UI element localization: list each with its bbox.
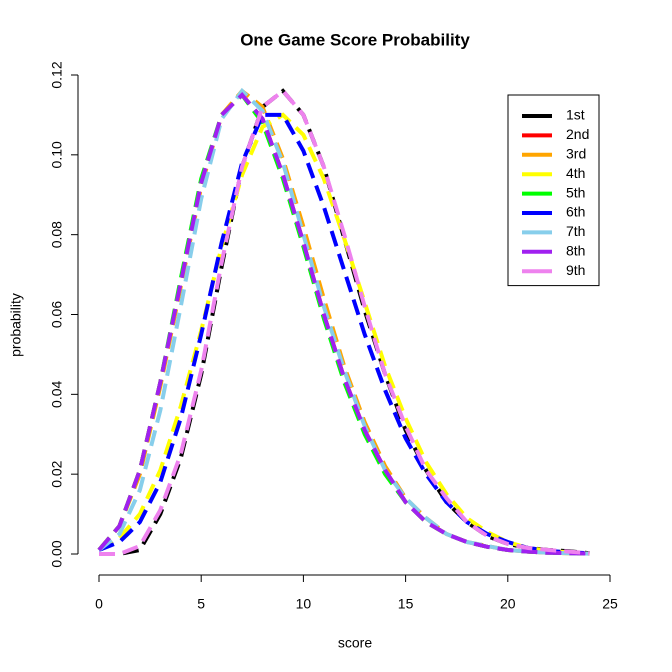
legend-label: 9th xyxy=(566,262,585,278)
legend-label: 6th xyxy=(566,204,585,220)
series-line xyxy=(99,88,590,556)
y-axis-label: probability xyxy=(8,293,24,357)
y-tick-label: 0.08 xyxy=(49,221,65,248)
x-tick-label: 15 xyxy=(398,596,414,612)
x-tick-label: 0 xyxy=(95,596,103,612)
x-tick-label: 25 xyxy=(602,596,618,612)
legend-box xyxy=(507,94,600,287)
x-axis-label: score xyxy=(338,635,372,651)
chart-title: One Game Score Probability xyxy=(240,30,470,49)
legend-label: 3rd xyxy=(566,146,586,162)
legend-label: 1st xyxy=(566,107,585,123)
y-tick-label: 0.02 xyxy=(49,460,65,487)
x-tick-label: 5 xyxy=(197,596,205,612)
legend-label: 5th xyxy=(566,184,585,200)
y-tick-label: 0.10 xyxy=(49,141,65,168)
y-tick-label: 0.04 xyxy=(49,380,65,407)
series-line xyxy=(97,112,590,556)
y-tick-label: 0.06 xyxy=(49,301,65,328)
x-tick-label: 10 xyxy=(296,596,312,612)
x-tick-label: 20 xyxy=(500,596,516,612)
legend-label: 7th xyxy=(566,223,585,239)
legend-label: 2nd xyxy=(566,126,589,142)
y-tick-label: 0.12 xyxy=(49,61,65,88)
y-tick-label: 0.00 xyxy=(49,540,65,567)
series-line xyxy=(97,92,590,556)
legend-label: 8th xyxy=(566,243,585,259)
legend-label: 4th xyxy=(566,165,585,181)
